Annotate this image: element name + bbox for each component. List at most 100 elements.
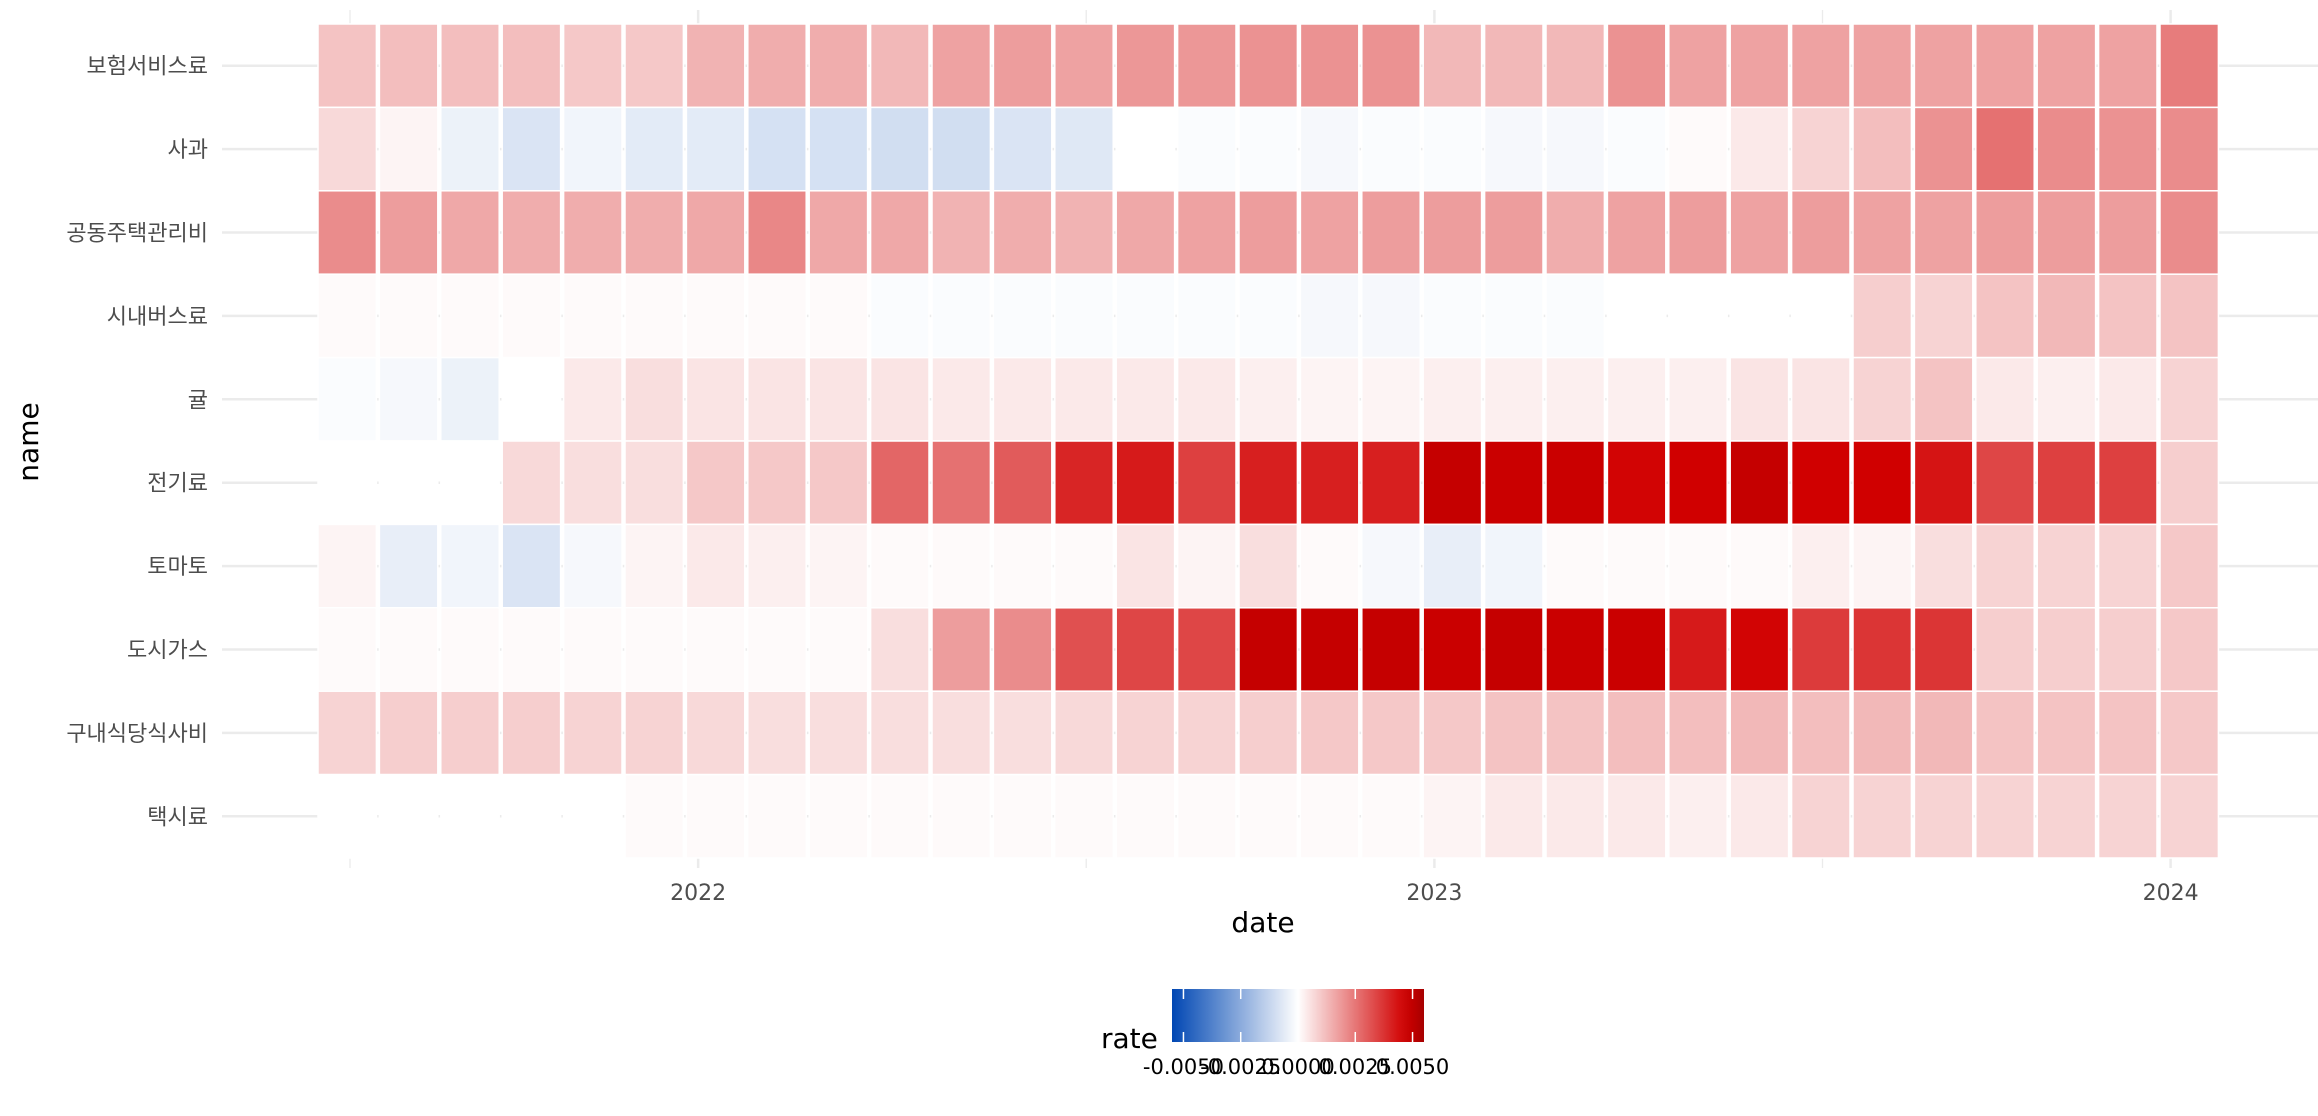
heatmap-cell: [685, 523, 746, 609]
heatmap-cell: [1483, 273, 1544, 359]
heatmap-cell: [808, 607, 869, 692]
heatmap-cell: [1361, 356, 1421, 442]
heatmap-cell: [747, 273, 807, 359]
heatmap-cell: [1975, 23, 2035, 109]
heatmap-cell: [1729, 190, 1790, 275]
heatmap-cell: [1176, 523, 1237, 609]
heatmap-cell: [1299, 356, 1360, 442]
heatmap-cell: [501, 356, 562, 442]
heatmap-cell: [378, 690, 439, 776]
heatmap-cell: [1729, 607, 1790, 692]
heatmap-cell: [869, 190, 930, 275]
heatmap-cell: [1299, 773, 1360, 859]
heatmap-cell: [2036, 23, 2097, 109]
heatmap-cell: [808, 106, 869, 192]
legend-tick-label: 0.0000: [1261, 1055, 1334, 1079]
heatmap-cell: [1054, 273, 1114, 359]
heatmap-cell: [1606, 273, 1667, 359]
heatmap-cell: [1852, 523, 1913, 609]
x-axis-ticks: 2022 2023 2024: [670, 881, 2198, 906]
heatmap-cell: [1422, 356, 1483, 442]
heatmap-cell: [1545, 106, 1606, 192]
heatmap-cell: [992, 23, 1053, 109]
y-tick-label: 전기료: [147, 472, 208, 497]
heatmap-cell: [317, 523, 378, 609]
heatmap-cell: [501, 273, 562, 359]
heatmap-cell: [1483, 440, 1544, 526]
heatmap-cell: [1361, 440, 1421, 526]
heatmap-cell: [1545, 190, 1606, 275]
y-tick-label: 구내식당식사비: [66, 722, 208, 747]
heatmap-cell: [1115, 440, 1176, 526]
heatmap-cell: [992, 273, 1053, 359]
heatmap-cell: [992, 690, 1053, 776]
heatmap-cell: [1176, 440, 1237, 526]
heatmap-cell: [747, 523, 807, 609]
heatmap-cell: [1729, 273, 1790, 359]
heatmap-cell: [624, 356, 685, 442]
heatmap-cell: [1606, 440, 1667, 526]
heatmap-cell: [685, 440, 746, 526]
heatmap-cell: [1054, 607, 1114, 692]
heatmap-cell: [440, 607, 500, 692]
heatmap-cell: [1422, 690, 1483, 776]
heatmap-cell: [1975, 523, 2035, 609]
heatmap-cell: [747, 356, 807, 442]
heatmap-cell: [1054, 190, 1114, 275]
heatmap-cell: [440, 690, 500, 776]
heatmap-cell: [378, 23, 439, 109]
heatmap-cell: [1545, 523, 1606, 609]
heatmap-cell: [1483, 23, 1544, 109]
heatmap-cell: [624, 523, 685, 609]
heatmap-cell: [562, 440, 623, 526]
heatmap-cell: [1361, 23, 1421, 109]
heatmap-cell: [1852, 106, 1913, 192]
heatmap-cell: [1422, 607, 1483, 692]
heatmap-cell: [1299, 23, 1360, 109]
heatmap-cell: [1238, 23, 1299, 109]
heatmap-cell: [501, 607, 562, 692]
heatmap-cell: [440, 356, 500, 442]
heatmap-cell: [1545, 690, 1606, 776]
heatmap-cell: [992, 773, 1053, 859]
heatmap-cell: [747, 106, 807, 192]
heatmap-cell: [1790, 773, 1851, 859]
heatmap-cell: [1115, 773, 1176, 859]
heatmap-cell: [501, 23, 562, 109]
heatmap-cell: [931, 773, 992, 859]
heatmap-cell: [1054, 440, 1114, 526]
y-tick-label: 택시료: [147, 805, 208, 830]
heatmap-cell: [317, 690, 378, 776]
heatmap-cell: [1361, 773, 1421, 859]
heatmap-cell: [1729, 106, 1790, 192]
heatmap-cell: [931, 523, 992, 609]
legend-tick-label: -0.0050: [1143, 1055, 1224, 1079]
heatmap-cell: [869, 523, 930, 609]
heatmap-cell: [2159, 273, 2220, 359]
heatmap-cell: [378, 773, 439, 859]
heatmap-cell: [1913, 273, 1974, 359]
heatmap-cell: [562, 690, 623, 776]
heatmap-cell: [1975, 356, 2035, 442]
heatmap-cell: [1790, 356, 1851, 442]
heatmap-cell: [2097, 440, 2158, 526]
heatmap-cell: [992, 607, 1053, 692]
heatmap-cell: [808, 23, 869, 109]
heatmap-cell: [685, 23, 746, 109]
heatmap-cell: [1790, 190, 1851, 275]
heatmap-cell: [1975, 190, 2035, 275]
heatmap-cell: [2159, 190, 2220, 275]
heatmap-cell: [501, 106, 562, 192]
heatmap-cell: [1238, 607, 1299, 692]
heatmap-cell: [685, 106, 746, 192]
heatmap-cell: [624, 23, 685, 109]
heatmap-cell: [501, 523, 562, 609]
heatmap-cell: [1668, 690, 1728, 776]
heatmap-cell: [1913, 773, 1974, 859]
heatmap-cell: [562, 607, 623, 692]
heatmap-cell: [1852, 356, 1913, 442]
heatmap-cell: [1361, 106, 1421, 192]
heatmap-cell: [2036, 440, 2097, 526]
heatmap-cell: [624, 190, 685, 275]
